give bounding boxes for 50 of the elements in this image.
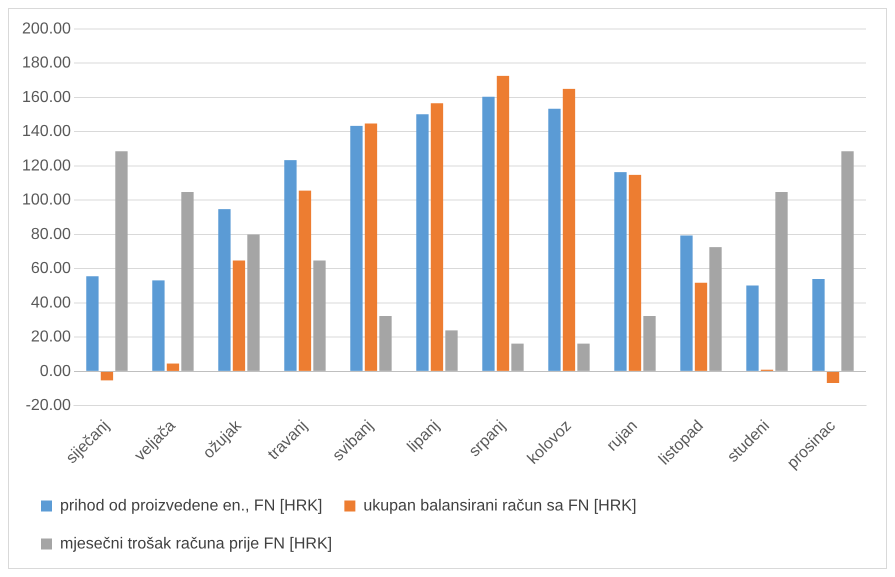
y-tick-label: 180.00: [22, 54, 72, 72]
bar: [562, 88, 576, 371]
bar: [614, 172, 627, 371]
bar: [775, 192, 788, 371]
bar: [694, 282, 708, 371]
bar: [152, 280, 165, 371]
bar: [496, 76, 510, 371]
bar: [826, 372, 840, 384]
bar: [379, 316, 392, 371]
legend-label: ukupan balansirani račun sa FN [HRK]: [363, 497, 636, 514]
bar: [680, 235, 693, 371]
y-tick-label: -20.00: [26, 397, 72, 414]
bar: [430, 103, 444, 371]
bar: [218, 209, 231, 371]
bar: [298, 190, 312, 371]
legend-label: mjesečni trošak računa prije FN [HRK]: [60, 535, 332, 552]
y-tick-label: 120.00: [22, 157, 72, 174]
bar: [284, 160, 297, 371]
bar: [445, 330, 458, 371]
bar: [643, 316, 656, 371]
y-tick-label: 200.00: [22, 20, 72, 38]
bar: [746, 285, 759, 371]
bar: [364, 124, 378, 371]
bar: [709, 247, 722, 371]
y-tick-label: 40.00: [30, 294, 72, 312]
y-tick-label: 20.00: [30, 328, 72, 346]
y-tick-label: 160.00: [22, 88, 72, 106]
bar: [511, 344, 524, 371]
bar: [181, 192, 194, 371]
bar: [247, 234, 260, 371]
bar: [628, 174, 642, 371]
y-tick-label: 0.00: [40, 362, 72, 380]
bar: [100, 372, 114, 380]
bar: [313, 260, 326, 371]
y-tick-label: 80.00: [30, 226, 72, 243]
bar: [812, 278, 825, 371]
legend-label: prihod od proizvedene en., FN [HRK]: [60, 497, 322, 514]
bar: [416, 114, 429, 371]
y-tick-label: 140.00: [22, 123, 72, 140]
bar: [232, 260, 246, 371]
bar: [166, 364, 180, 371]
y-tick-label: 60.00: [30, 260, 72, 278]
bar: [577, 344, 590, 371]
bar: [548, 108, 561, 371]
bar: [86, 276, 99, 371]
bar: [350, 126, 363, 371]
bar: [841, 151, 854, 371]
bar: [482, 96, 495, 371]
bar: [115, 151, 128, 371]
y-tick-label: 100.00: [22, 192, 72, 209]
